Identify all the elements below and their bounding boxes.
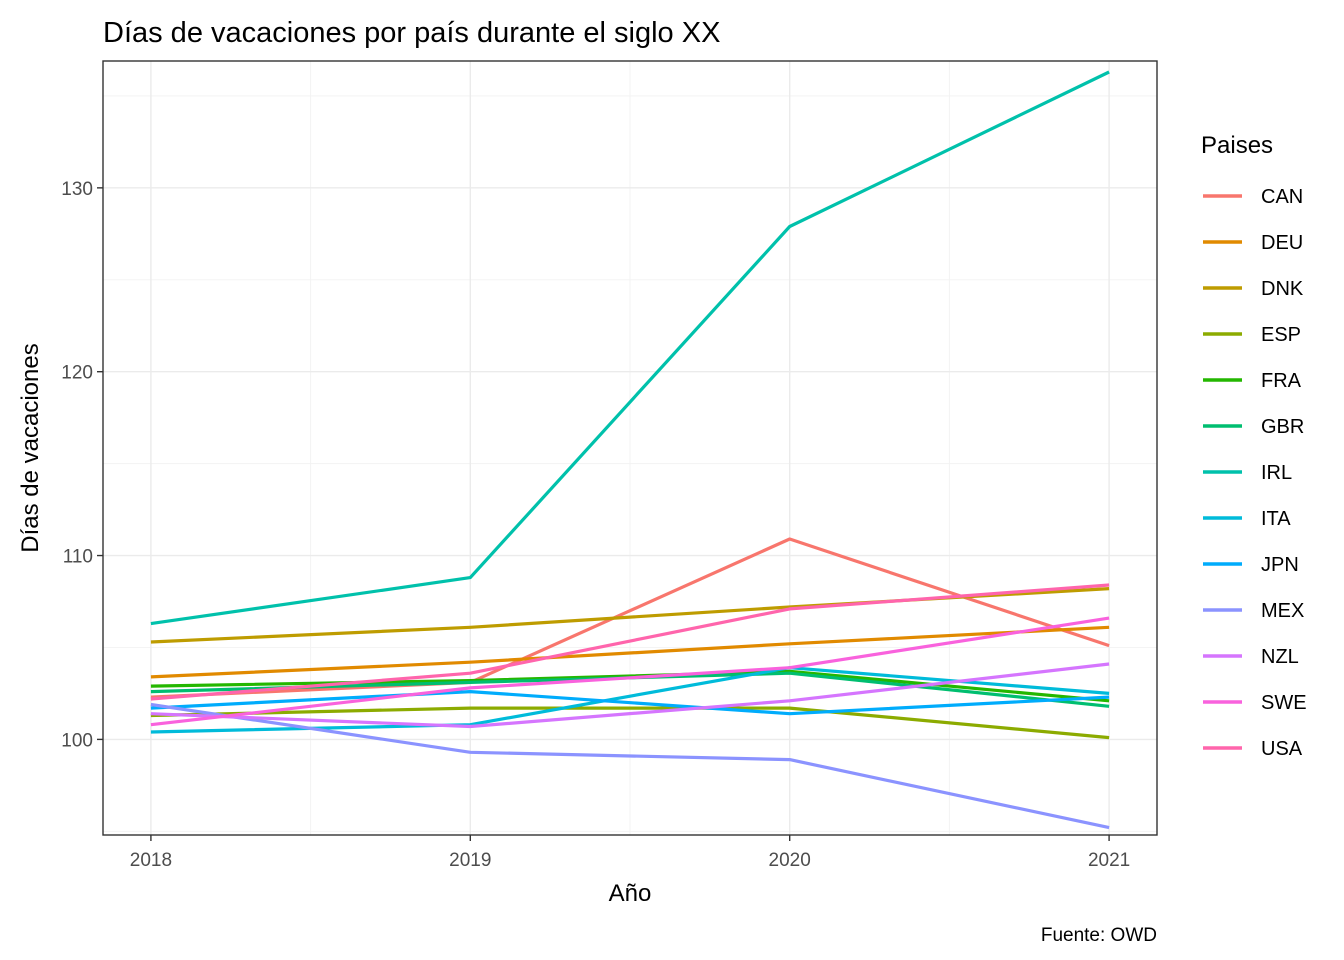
caption: Fuente: OWD	[1041, 925, 1157, 946]
legend-label-nzl: NZL	[1261, 646, 1299, 668]
series-line-esp	[150, 706, 1110, 740]
series-line-can	[150, 537, 1110, 699]
x-tick-label: 2020	[769, 850, 811, 871]
x-tick-label: 2018	[130, 850, 172, 871]
legend-label-gbr: GBR	[1261, 416, 1304, 438]
legend-label-ita: ITA	[1261, 508, 1291, 530]
series-line-irl	[150, 70, 1110, 626]
grid	[103, 61, 1157, 835]
legend-label-esp: ESP	[1261, 324, 1301, 346]
x-tick-label: 2019	[449, 850, 491, 871]
chart-title: Días de vacaciones por país durante el s…	[103, 17, 720, 49]
panel-border	[102, 60, 1158, 836]
legend-title: Paises	[1201, 132, 1273, 159]
y-axis-title: Días de vacaciones	[17, 343, 44, 552]
series-line-nzl	[150, 662, 1110, 729]
x-axis-title: Año	[609, 880, 652, 907]
legend-label-irl: IRL	[1261, 462, 1292, 484]
legend-label-fra: FRA	[1261, 370, 1302, 392]
legend-label-jpn: JPN	[1261, 554, 1299, 576]
y-tick-label: 110	[63, 547, 93, 568]
series-line-swe	[150, 616, 1110, 727]
y-tick-label: 100	[61, 730, 93, 751]
y-tick-label: 120	[61, 363, 93, 384]
legend-label-can: CAN	[1261, 186, 1303, 208]
legend-label-dnk: DNK	[1261, 278, 1304, 300]
y-tick-label: 130	[61, 179, 93, 200]
x-tick-label: 2021	[1088, 850, 1130, 871]
legend-label-swe: SWE	[1261, 692, 1307, 714]
series-line-deu	[150, 625, 1110, 679]
axes: 2018 2019 2020 2021 100 110 120 130	[61, 179, 1130, 871]
series-lines	[150, 70, 1110, 830]
series-line-fra	[150, 669, 1110, 703]
legend-label-usa: USA	[1261, 738, 1303, 760]
legend-label-deu: DEU	[1261, 232, 1303, 254]
legend: Paises CAN DEU DNK ESP FRA GBR IRL ITA JPN MEX NZL…	[1201, 132, 1307, 760]
series-line-usa	[150, 583, 1110, 701]
legend-label-mex: MEX	[1261, 600, 1304, 622]
series-line-jpn	[150, 689, 1110, 716]
series-line-mex	[150, 702, 1110, 830]
